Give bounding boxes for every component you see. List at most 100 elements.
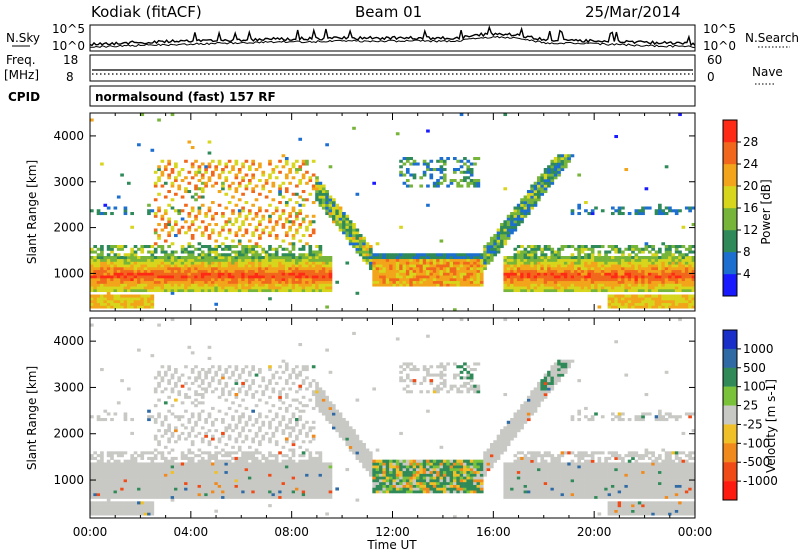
power-cell: [520, 201, 524, 205]
power-cell: [600, 245, 605, 249]
power-cell: [590, 283, 595, 287]
power-cell: [217, 176, 222, 180]
power-cell: [170, 242, 175, 246]
power-cell: [489, 250, 494, 254]
power-cell: [631, 300, 635, 304]
power-cell: [224, 247, 229, 251]
velocity-cell: [133, 479, 138, 483]
power-cell: [96, 283, 101, 287]
velocity-cell: [200, 437, 205, 441]
power-cell: [399, 173, 403, 177]
power-cell: [157, 176, 161, 180]
velocity-cell: [237, 431, 242, 435]
power-cell: [590, 258, 595, 262]
power-cell: [130, 212, 134, 216]
power-cell: [526, 253, 531, 257]
power-cell: [103, 286, 108, 290]
power-cell: [449, 179, 454, 183]
power-cell: [264, 286, 269, 290]
power-cell: [516, 258, 521, 262]
power-cell: [563, 261, 568, 265]
power-cell: [221, 278, 225, 282]
power-cell: [479, 278, 484, 282]
power-cell: [100, 278, 104, 282]
power-cell: [557, 159, 561, 163]
power-cell: [214, 264, 219, 268]
power-cell: [90, 297, 94, 301]
power-cell: [520, 256, 524, 260]
power-cell: [143, 297, 148, 301]
power-cell: [200, 258, 205, 262]
power-cell: [160, 269, 165, 273]
power-cell: [513, 278, 518, 282]
power-cell: [553, 256, 558, 260]
power-cell: [305, 280, 309, 284]
power-cell: [580, 269, 585, 273]
velocity-cell: [163, 465, 168, 469]
velocity-cell: [116, 512, 121, 516]
velocity-cell: [150, 504, 155, 508]
power-cell: [217, 275, 222, 279]
power-cell: [479, 261, 484, 265]
velocity-cell: [160, 468, 165, 472]
power-cell: [281, 181, 286, 185]
power-cell: [284, 247, 289, 251]
power-cell: [234, 275, 239, 279]
velocity-cell: [258, 398, 262, 402]
power-cell: [207, 176, 212, 180]
power-cell: [651, 247, 655, 251]
velocity-cell: [190, 490, 195, 494]
power-cell: [567, 283, 571, 287]
power-cell: [658, 212, 662, 216]
power-cell: [654, 264, 659, 268]
velocity-cell: [140, 454, 145, 458]
power-cell: [429, 256, 434, 260]
velocity-cell: [100, 512, 104, 516]
power-cell: [315, 275, 319, 279]
power-cell: [540, 184, 545, 188]
power-cell: [584, 289, 588, 293]
power-cell: [577, 280, 582, 284]
power-cell: [624, 300, 629, 304]
power-cell: [318, 247, 323, 251]
velocity-cell: [150, 481, 155, 485]
velocity-cell: [194, 393, 198, 397]
y-tick-label: 4000: [53, 129, 84, 143]
velocity-cell: [100, 479, 104, 483]
power-cell: [126, 280, 131, 284]
power-cell: [678, 256, 682, 260]
velocity-cell: [261, 479, 266, 483]
power-cell: [365, 261, 370, 265]
power-cell: [217, 283, 222, 287]
power-cell: [379, 275, 383, 279]
power-cell: [654, 294, 659, 298]
power-cell: [281, 223, 286, 227]
power-cell: [432, 283, 437, 287]
power-cell: [190, 286, 195, 290]
power-cell: [570, 269, 575, 273]
power-cell: [174, 250, 178, 254]
power-cell: [557, 170, 561, 174]
power-cell: [271, 256, 276, 260]
power-cell: [496, 250, 501, 254]
power-cell: [362, 239, 366, 243]
velocity-cell: [204, 420, 208, 424]
power-cell: [120, 286, 124, 290]
power-cell: [563, 280, 568, 284]
power-cell: [402, 280, 407, 284]
power-cell: [654, 286, 659, 290]
power-cell: [691, 250, 696, 254]
velocity-cell: [264, 387, 269, 391]
power-cell: [231, 280, 235, 284]
power-cell: [234, 283, 239, 287]
power-cell: [163, 181, 168, 185]
power-cell: [96, 289, 101, 293]
power-cell: [116, 256, 121, 260]
power-cell: [308, 267, 313, 271]
power-cell: [661, 294, 666, 298]
power-cell: [610, 289, 615, 293]
power-cell: [237, 181, 242, 185]
power-cell: [194, 280, 198, 284]
power-cell: [231, 286, 235, 290]
power-cell: [563, 165, 568, 169]
